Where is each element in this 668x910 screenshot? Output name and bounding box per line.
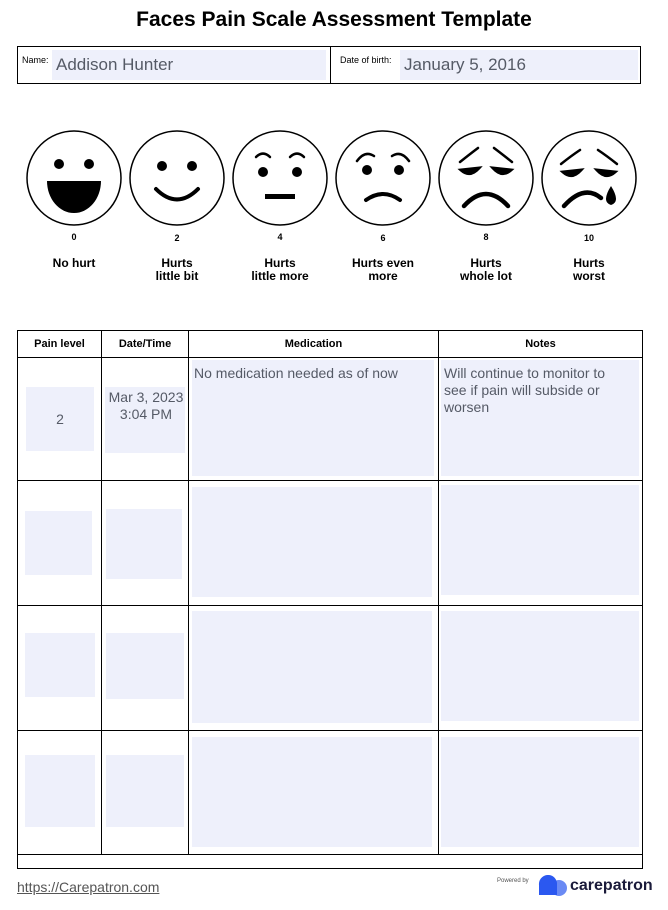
face-label: No hurt xyxy=(52,256,96,270)
row-line xyxy=(18,854,642,855)
header-cell: Pain level xyxy=(34,338,85,350)
logo xyxy=(538,875,567,896)
input[interactable] xyxy=(106,633,184,699)
row-line xyxy=(18,480,642,481)
face-label: Hurts even xyxy=(351,256,415,270)
input[interactable] xyxy=(192,737,432,847)
date-time-line: 3:04 PM xyxy=(119,406,173,422)
header-cell: Date/Time xyxy=(118,338,172,350)
input[interactable] xyxy=(441,611,639,721)
face-label: more xyxy=(368,269,398,283)
face-label: Hurts xyxy=(264,256,296,270)
brand: carepatron xyxy=(570,877,653,894)
link[interactable]: https://Carepatron.com xyxy=(17,879,160,895)
name-label: Name: xyxy=(22,55,49,65)
faces xyxy=(26,130,637,226)
row-line xyxy=(18,730,642,731)
name-field[interactable]: Addison Hunter xyxy=(52,50,326,80)
face-2 xyxy=(129,130,225,226)
row-line xyxy=(18,357,642,358)
dob-label: Date of birth: xyxy=(340,55,392,65)
face-level: 10 xyxy=(583,233,594,243)
input[interactable] xyxy=(25,633,95,697)
powered-by: Powered by xyxy=(497,878,529,884)
face-level: 0 xyxy=(71,232,77,242)
input[interactable] xyxy=(25,755,95,827)
input[interactable] xyxy=(441,737,639,847)
col-line xyxy=(438,331,439,854)
patient-info: Name: Addison Hunter Date of birth: Janu… xyxy=(17,46,641,84)
face-0 xyxy=(26,130,122,226)
input[interactable] xyxy=(192,360,434,476)
header-cell: Medication xyxy=(284,338,343,350)
input[interactable] xyxy=(441,485,639,595)
face-8 xyxy=(438,130,534,226)
input[interactable] xyxy=(105,387,185,453)
pain-level: 2 xyxy=(56,411,64,427)
col-line xyxy=(101,331,102,854)
col-line xyxy=(188,331,189,854)
dob-field[interactable]: January 5, 2016 xyxy=(400,50,638,80)
face-level: 6 xyxy=(380,233,386,243)
notes: Will continue to monitor to see if pain … xyxy=(444,365,606,415)
input[interactable] xyxy=(26,387,94,451)
face-label: Hurts xyxy=(573,256,605,270)
face-label: little bit xyxy=(155,269,199,283)
table: Pain level Date/Time Medication Notes 2 … xyxy=(17,330,643,869)
medication: No medication needed as of now xyxy=(194,365,398,381)
face-10 xyxy=(541,130,637,226)
input[interactable] xyxy=(106,509,182,579)
row-line xyxy=(18,605,642,606)
face-level: 8 xyxy=(483,232,489,242)
date-time-line: Mar 3, 2023 xyxy=(108,389,184,405)
input[interactable] xyxy=(25,511,92,575)
header-cell: Notes xyxy=(525,338,556,350)
divider xyxy=(330,47,331,83)
face-label: Hurts xyxy=(470,256,502,270)
face-label: Hurts xyxy=(161,256,193,270)
face-level: 2 xyxy=(174,233,180,243)
face-label: worst xyxy=(572,269,605,283)
title: Faces Pain Scale Assessment Template xyxy=(136,8,532,31)
face-label: little more xyxy=(251,269,309,283)
face-4 xyxy=(232,130,328,226)
input[interactable] xyxy=(192,611,432,723)
input[interactable] xyxy=(192,487,432,597)
face-label: whole lot xyxy=(460,269,512,283)
date-time: Mar 3, 2023 3:04 PM xyxy=(104,389,188,423)
face-level: 4 xyxy=(277,232,283,242)
input[interactable] xyxy=(441,360,639,476)
face-6 xyxy=(335,130,431,226)
input[interactable] xyxy=(106,755,184,827)
